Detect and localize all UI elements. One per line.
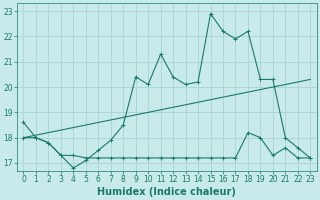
X-axis label: Humidex (Indice chaleur): Humidex (Indice chaleur) [98, 187, 236, 197]
